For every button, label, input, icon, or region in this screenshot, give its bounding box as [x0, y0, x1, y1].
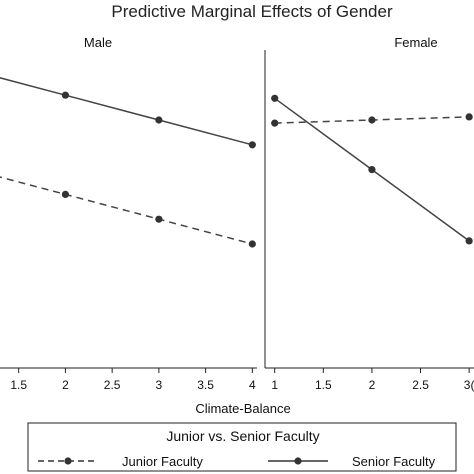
panel-label-female: Female	[394, 35, 437, 50]
tick-label: 1	[271, 378, 278, 392]
legend-senior-marker	[294, 457, 302, 465]
junior-faculty-point	[248, 240, 256, 248]
senior-faculty-point	[248, 141, 256, 149]
panel-1-series	[271, 94, 473, 245]
panel-1: 1 1.5 2 2.5 3(	[264, 50, 474, 392]
legend-junior-marker	[64, 457, 72, 465]
junior-faculty-point	[271, 119, 279, 127]
senior-faculty-line	[0, 77, 253, 146]
tick-label: 3.5	[197, 378, 214, 392]
tick-label: 3(	[464, 378, 474, 392]
junior-faculty-point	[155, 215, 163, 223]
senior-faculty-point	[155, 116, 163, 124]
tick-label: 4	[249, 378, 256, 392]
panel-0-series	[0, 77, 256, 248]
tick-label: 2	[62, 378, 69, 392]
panels-layer: 1.5 2 2.5 3 3.5 4 1 1.5 2 2.5 3(	[0, 50, 474, 392]
tick-label: 1.5	[315, 378, 332, 392]
junior-faculty-point	[368, 116, 376, 124]
senior-faculty-point	[271, 94, 279, 102]
junior-faculty-line	[0, 176, 253, 245]
legend: Junior vs. Senior Faculty Junior Faculty…	[27, 422, 457, 472]
panel-0: 1.5 2 2.5 3 3.5 4	[0, 77, 257, 392]
panel-label-male: Male	[84, 35, 112, 50]
senior-faculty-point	[61, 91, 70, 99]
tick-label: 3	[156, 378, 163, 392]
legend-title: Junior vs. Senior Faculty	[166, 428, 319, 444]
tick-label: 2.5	[412, 378, 429, 392]
senior-faculty-point	[368, 166, 376, 174]
x-axis-label: Climate-Balance	[195, 401, 290, 416]
legend-box	[27, 422, 457, 472]
legend-senior-label: Senior Faculty	[352, 454, 436, 469]
tick-label: 2.5	[104, 378, 121, 392]
tick-label: 1.5	[10, 378, 27, 392]
legend-junior-label: Junior Faculty	[122, 454, 203, 469]
chart-title: Predictive Marginal Effects of Gender	[111, 2, 393, 21]
junior-faculty-point	[465, 113, 473, 121]
tick-label: 2	[369, 378, 376, 392]
senior-faculty-point	[465, 237, 473, 245]
junior-faculty-point	[61, 190, 70, 198]
